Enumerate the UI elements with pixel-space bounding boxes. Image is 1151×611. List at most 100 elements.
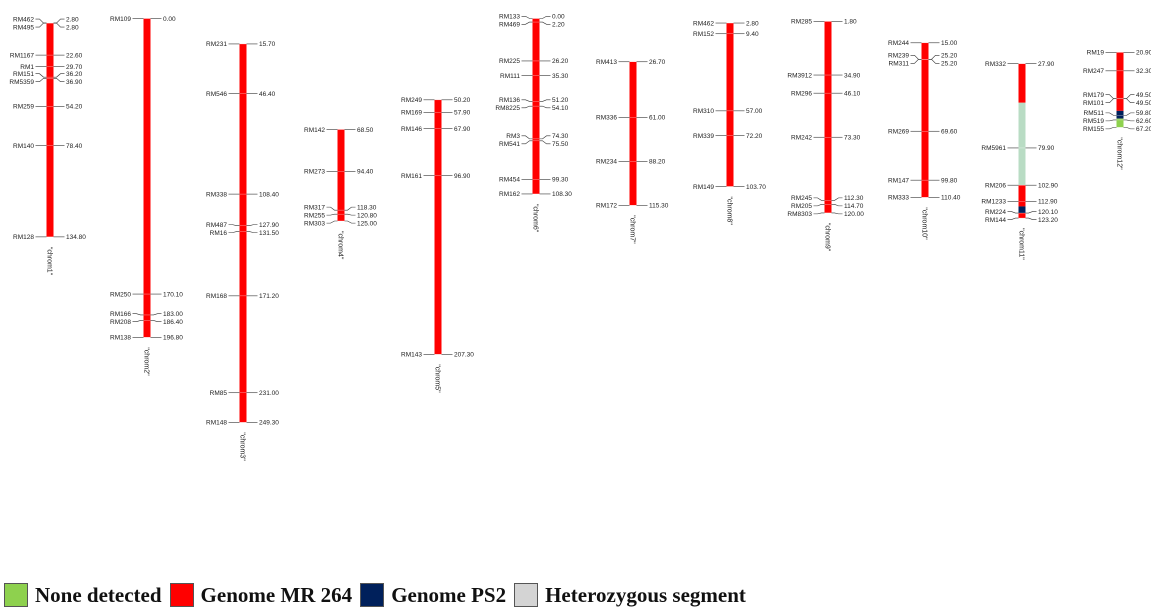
marker-position: 46.40: [259, 91, 276, 98]
legend-label: Heterozygous segment: [545, 582, 746, 607]
legend: None detected Genome MR 264 Genome PS2 Hete…: [4, 581, 754, 609]
marker-position: 15.70: [259, 41, 276, 48]
marker-position: 50.20: [454, 97, 471, 104]
marker-name: RM338: [206, 191, 227, 198]
marker-name: RM148: [206, 420, 227, 427]
marker-position: 94.40: [357, 169, 374, 176]
marker-name: RM205: [791, 203, 812, 210]
marker-name: RM303: [304, 220, 325, 227]
marker-pos-leader: [831, 204, 843, 207]
chrom-11-segment-hetero: [1018, 102, 1026, 186]
marker-position: 68.50: [357, 127, 374, 134]
marker-name: RM152: [693, 31, 714, 38]
marker-pos-leader: [539, 15, 551, 19]
marker-position: 114.70: [844, 203, 864, 210]
marker-name: RM111: [500, 73, 520, 80]
marker-position: 131.50: [259, 230, 279, 237]
chromosome-6: RM133 0.00 RM469 2.20 RM225 26.20 RM111 35.30 RM…: [495, 14, 572, 233]
marker-position: 29.70: [66, 64, 83, 71]
marker-name-leader: [1105, 119, 1117, 122]
marker-position: 74.30: [552, 133, 569, 140]
marker-pos-leader: [1025, 217, 1037, 220]
legend-item-none: None detected: [4, 583, 162, 608]
marker-name: RM224: [985, 209, 1006, 216]
marker-name: RM273: [304, 169, 325, 176]
marker-name: RM454: [499, 177, 520, 184]
marker-name: RM208: [110, 319, 131, 326]
marker-position: 49.50: [1136, 100, 1151, 107]
marker-pos-leader: [928, 59, 940, 64]
chrom-7-segment-MR264: [629, 61, 637, 206]
legend-swatch: [169, 583, 194, 607]
marker-name: RM296: [791, 90, 812, 97]
marker-name: RM151: [13, 71, 34, 78]
marker-name: RM249: [401, 97, 422, 104]
marker-pos-leader: [831, 212, 843, 215]
marker-name: RM310: [693, 108, 714, 115]
marker-name: RM162: [499, 191, 520, 198]
marker-position: 88.20: [649, 159, 666, 166]
marker-name-leader: [1007, 217, 1019, 220]
marker-position: 57.90: [454, 110, 471, 117]
legend-swatch: [4, 583, 28, 607]
legend-item-PS2: Genome PS2: [360, 583, 506, 608]
marker-name-leader: [521, 135, 533, 140]
chrom-12-segment-PS2: [1116, 110, 1124, 119]
marker-name: RM269: [888, 129, 909, 136]
marker-pos-leader: [1123, 98, 1135, 103]
marker-position: 170.10: [163, 291, 183, 298]
marker-position: 183.00: [163, 311, 183, 318]
marker-name: RM138: [110, 335, 131, 342]
marker-position: 26.20: [552, 58, 569, 65]
marker-name: RM109: [110, 16, 131, 23]
chromosome-10: RM244 15.00 RM239 25.20 RM311 25.20 RM269 69.60…: [888, 40, 961, 240]
marker-position: 207.30: [454, 352, 474, 359]
chromosome-11: RM332 27.90 RM5961 79.90 RM206 102.90 RM1233 11…: [981, 61, 1058, 260]
marker-position: 99.30: [552, 177, 569, 184]
marker-pos-leader: [539, 140, 551, 145]
marker-pos-leader: [53, 18, 65, 24]
marker-name: RM169: [401, 110, 422, 117]
marker-position: 112.90: [1038, 199, 1058, 206]
marker-name-leader: [35, 73, 47, 78]
marker-position: 0.00: [552, 14, 565, 21]
marker-name-leader: [521, 99, 533, 102]
marker-pos-leader: [53, 77, 65, 83]
marker-position: 54.20: [66, 104, 83, 111]
chrom-12-segment-none: [1116, 118, 1124, 128]
marker-name-leader: [910, 55, 922, 60]
marker-position: 79.90: [1038, 145, 1055, 152]
marker-position: 51.20: [552, 97, 569, 104]
marker-position: 26.70: [649, 59, 666, 66]
marker-position: 34.90: [844, 72, 861, 79]
chromosome-label: "chrom10": [921, 207, 928, 240]
legend-item-MR264: Genome MR 264: [169, 583, 352, 608]
linkage-map: RM462 2.80 RM495 2.80 RM1167 22.60 RM1 29.70 RM1…: [9, 14, 1151, 462]
marker-name-leader: [910, 59, 922, 64]
marker-position: 127.90: [259, 222, 279, 229]
marker-name: RM469: [499, 22, 520, 29]
marker-position: 120.00: [844, 211, 864, 218]
marker-pos-leader: [53, 22, 65, 28]
marker-name-leader: [132, 320, 144, 323]
marker-position: 2.80: [66, 24, 79, 31]
marker-position: 22.60: [66, 52, 83, 59]
marker-pos-leader: [344, 206, 356, 211]
chrom-11-segment-MR264: [1018, 213, 1026, 219]
marker-pos-leader: [246, 231, 258, 233]
marker-name: RM147: [888, 177, 909, 184]
marker-name: RM462: [13, 16, 34, 23]
marker-pos-leader: [539, 135, 551, 140]
marker-pos-leader: [53, 73, 65, 78]
marker-pos-leader: [539, 105, 551, 109]
marker-name: RM413: [596, 59, 617, 66]
marker-pos-leader: [928, 55, 940, 60]
marker-pos-leader: [539, 21, 551, 25]
marker-position: 2.20: [552, 22, 565, 29]
marker-position: 67.20: [1136, 126, 1151, 133]
marker-name-leader: [35, 18, 47, 24]
marker-position: 32.30: [1136, 68, 1151, 75]
marker-name: RM339: [693, 133, 714, 140]
marker-position: 25.20: [941, 53, 958, 60]
chromosome-8: RM462 2.80 RM152 9.40 RM310 57.00 RM339 72.20 RM…: [693, 20, 766, 225]
